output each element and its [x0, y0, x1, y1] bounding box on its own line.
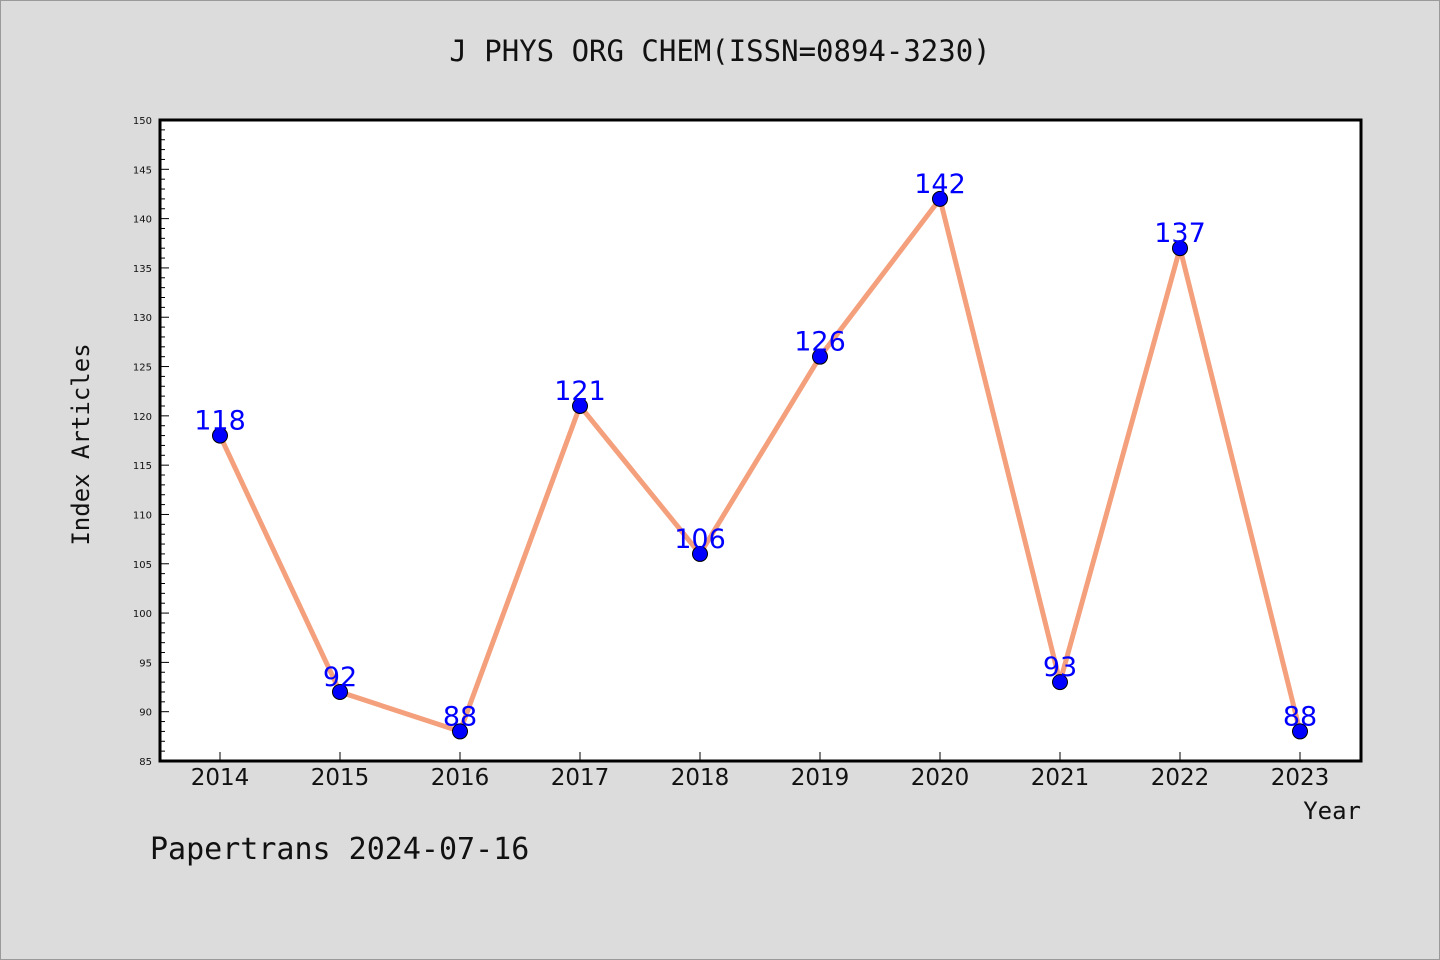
data-label: 92: [323, 662, 357, 693]
y-tick-label: 90: [139, 708, 152, 719]
data-label: 121: [554, 376, 606, 407]
data-point: [692, 545, 708, 562]
x-tick-label: 2018: [671, 765, 730, 791]
footer-stamp: Papertrans 2024-07-16: [150, 832, 530, 867]
data-label: 137: [1154, 218, 1206, 249]
data-label: 93: [1043, 652, 1077, 683]
y-tick-label: 120: [133, 412, 152, 423]
chart-title: J PHYS ORG CHEM(ISSN=0894-3230): [449, 34, 991, 68]
series-line-group: [212, 190, 1308, 740]
y-tick-label: 150: [133, 116, 152, 127]
x-tick-label: 2016: [431, 765, 490, 791]
data-point: [332, 683, 348, 700]
x-tick-label: 2021: [1031, 765, 1090, 791]
y-tick-label: 130: [133, 313, 152, 324]
x-tick-label: 2017: [551, 765, 610, 791]
data-label: 118: [194, 406, 246, 437]
x-tick-label: 2020: [911, 765, 970, 791]
series-line: [217, 196, 1303, 734]
x-tick-label: 2022: [1151, 765, 1210, 791]
x-tick-label: 2014: [191, 765, 250, 791]
data-label: 142: [914, 169, 966, 200]
y-axis-label: Index Articles: [67, 343, 95, 545]
y-tick-label: 140: [133, 215, 152, 226]
plot-area: [158, 118, 1363, 763]
x-axis-label: Year: [1303, 797, 1361, 825]
y-tick-label: 145: [133, 165, 152, 176]
y-tick-label: 125: [133, 363, 152, 374]
data-point: [1172, 240, 1188, 257]
x-tick-label: 2019: [791, 765, 850, 791]
data-point: [932, 190, 948, 207]
data-point: [452, 723, 468, 740]
y-tick-label: 115: [133, 461, 152, 472]
y-tick-label: 105: [133, 560, 152, 571]
y-tick-label: 95: [139, 658, 152, 669]
x-axis-ticks: 2014 2015 2016 2017 2018 2019 2020 2021 2022 2023: [191, 752, 1330, 791]
data-point: [1052, 674, 1068, 691]
data-point: [1292, 723, 1308, 740]
x-tick-label: 2023: [1271, 765, 1330, 791]
data-point: [812, 348, 828, 365]
data-label: 106: [674, 524, 726, 555]
data-label: 88: [1283, 701, 1317, 732]
y-tick-label: 85: [139, 757, 152, 768]
y-tick-label: 135: [133, 264, 152, 275]
data-label: 88: [443, 701, 477, 732]
data-point: [572, 397, 588, 414]
data-label: 126: [794, 327, 846, 358]
y-axis-ticks: 85 90 95 100 105 110 115 120 125 130 135 140 145 150: [133, 116, 169, 768]
y-tick-label: 110: [133, 510, 152, 521]
y-tick-label: 100: [133, 609, 152, 620]
data-labels: 118 92 88 121 106 126 142 93 137 88: [194, 169, 1317, 733]
data-point: [212, 427, 228, 444]
x-tick-label: 2015: [311, 765, 370, 791]
